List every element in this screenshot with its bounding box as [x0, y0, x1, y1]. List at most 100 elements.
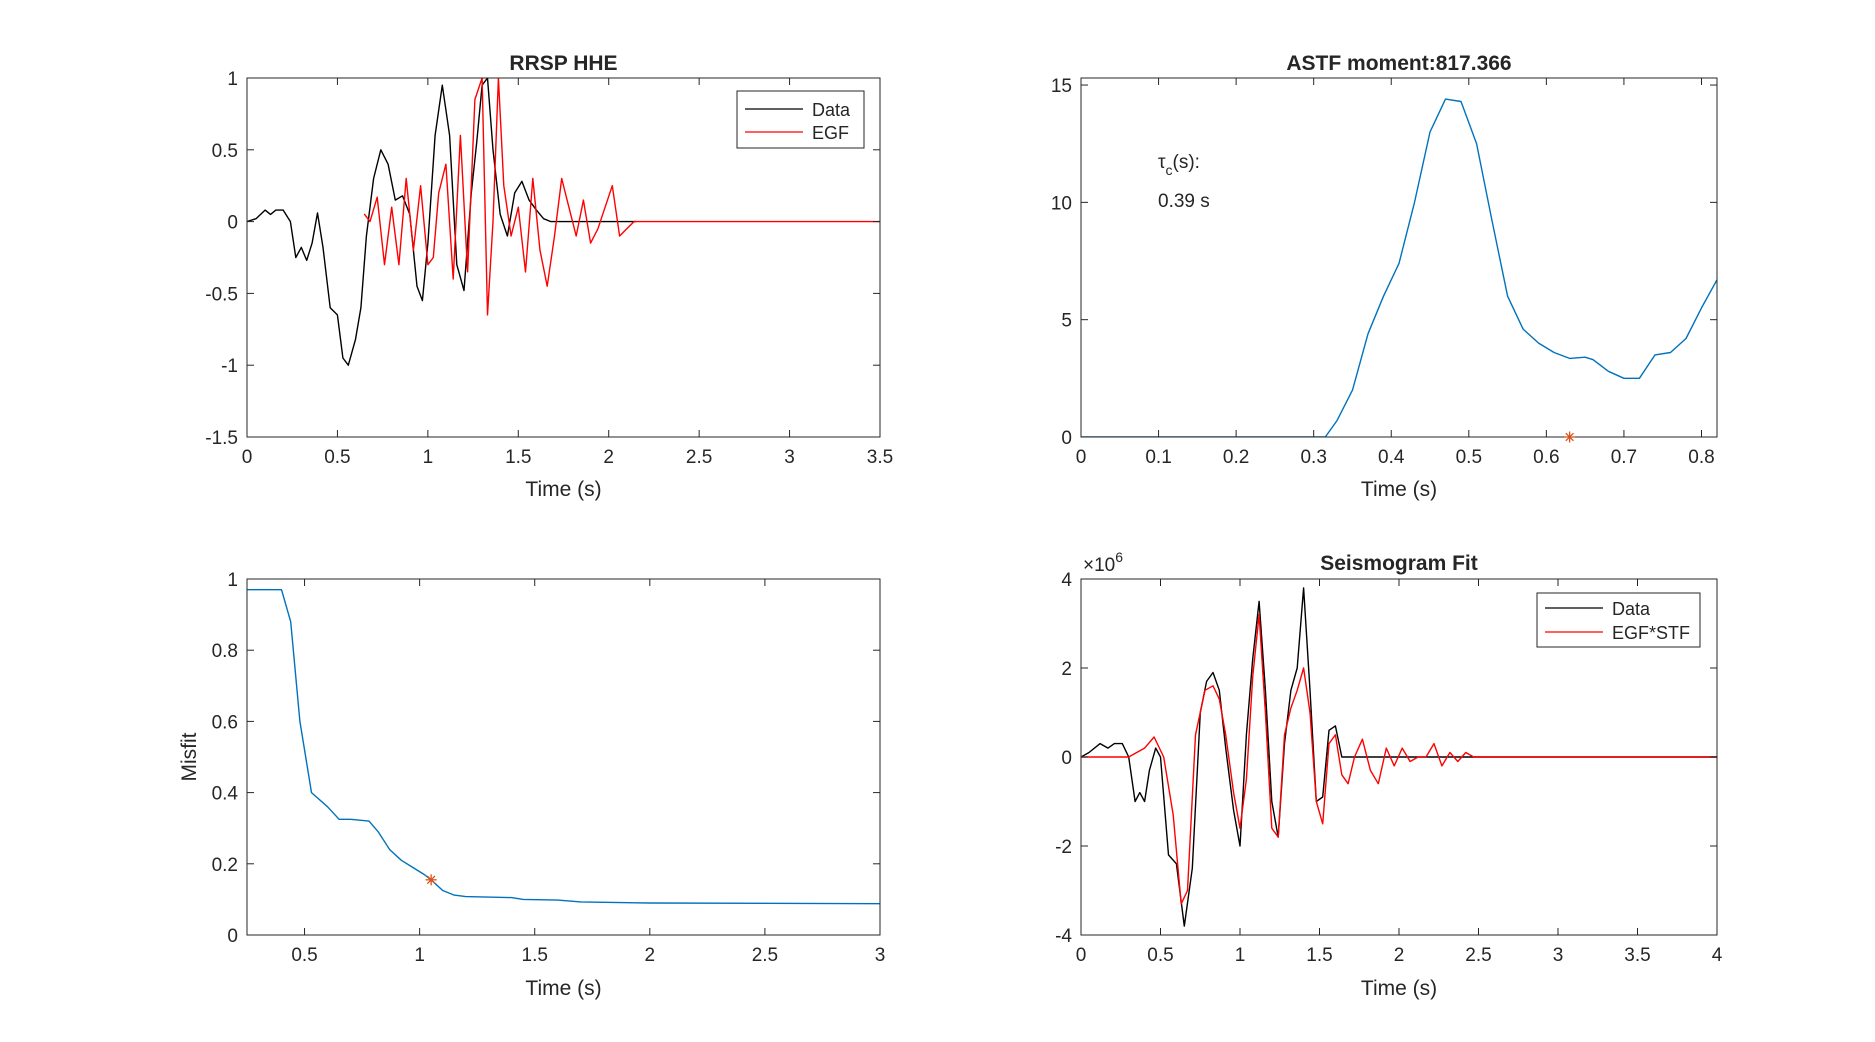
astf-xtick-label: 0.3	[1300, 447, 1326, 468]
rrsp-xtick-label: 0	[242, 447, 253, 468]
astf-xtick-label: 0.4	[1378, 447, 1405, 468]
rrsp-xtick-label: 1.5	[505, 447, 531, 468]
rrsp-series-egf-line	[363, 78, 880, 316]
rrsp-plot-lines	[247, 78, 880, 366]
rrsp-xtick-label: 3.5	[867, 447, 893, 468]
fit-plot-lines	[1081, 587, 1717, 927]
fit-xtick-label: 2.5	[1465, 945, 1491, 966]
fit-legend-data-label: Data	[1612, 599, 1651, 619]
misfit-ytick-label: 0.8	[212, 641, 238, 662]
astf-axes-box	[1080, 77, 1718, 438]
fit-xtick-label: 2	[1394, 945, 1405, 966]
tau-c-value: 0.39 s	[1158, 191, 1210, 212]
astf-ytick-label: 5	[1061, 311, 1072, 332]
rrsp-xtick-label: 0.5	[324, 447, 350, 468]
astf-xtick-label: 0.5	[1456, 447, 1482, 468]
fit-xtick-label: 1	[1235, 945, 1246, 966]
rrsp-legend-data-label: Data	[812, 100, 851, 120]
rrsp-ytick-label: -1.5	[205, 428, 238, 449]
rrsp-ytick-label: 0.5	[212, 141, 238, 162]
astf-title: ASTF moment:817.366	[1286, 52, 1511, 75]
exponent-power: 6	[1115, 549, 1123, 565]
misfit-series-0-line	[247, 589, 880, 905]
astf-ytick-label: 0	[1061, 428, 1072, 449]
exponent-base: ×10	[1083, 555, 1115, 576]
rrsp-ticks: 0 0.5 1 1.5 2 2.5 3 3.5 -1.5 -1 -0.5 0 0.5 1	[205, 69, 893, 468]
fit-legend: Data EGF*STF	[1536, 592, 1701, 648]
astf-xtick-label: 0.6	[1533, 447, 1559, 468]
tau-suffix: (s):	[1173, 152, 1200, 173]
misfit-xtick-label: 1.5	[522, 945, 548, 966]
astf-xtick-label: 0	[1076, 447, 1087, 468]
misfit-ytick-label: 1	[227, 570, 238, 591]
astf-star-marker	[1564, 431, 1576, 443]
misfit-xtick-label: 2.5	[752, 945, 778, 966]
misfit-plot-lines	[247, 589, 880, 905]
fit-ytick-label: 2	[1061, 659, 1072, 680]
astf-plot-lines	[1081, 98, 1717, 437]
misfit-ytick-label: 0	[227, 926, 238, 947]
misfit-ytick-label: 0.2	[212, 855, 238, 876]
rrsp-legend-egf-label: EGF	[812, 123, 849, 143]
fit-x-axis-label: Time (s)	[1361, 977, 1437, 1000]
astf-ytick-label: 10	[1051, 193, 1072, 214]
rrsp-legend-box	[736, 90, 865, 149]
astf-ytick-label: 15	[1051, 76, 1072, 97]
rrsp-xtick-label: 1	[423, 447, 434, 468]
fit-series-egf-stf-line	[1081, 613, 1717, 905]
subplot-misfit: 0.5 1 1.5 2 2.5 3 0 0.2 0.4 0.6 0.8 1 Time (s) Misf…	[178, 570, 885, 1000]
astf-xtick-label: 0.2	[1223, 447, 1249, 468]
rrsp-legend: Data EGF	[736, 90, 865, 149]
fit-xtick-label: 0.5	[1147, 945, 1173, 966]
misfit-ytick-label: 0.4	[212, 784, 239, 805]
fit-xtick-label: 1.5	[1306, 945, 1332, 966]
misfit-y-axis-label: Misfit	[178, 732, 201, 781]
fit-xtick-label: 3.5	[1624, 945, 1650, 966]
astf-ticks: 0 0.1 0.2 0.3 0.4 0.5 0.6 0.7 0.8 0 5 10 15	[1051, 76, 1717, 468]
astf-x-axis-label: Time (s)	[1361, 478, 1437, 501]
subplot-astf: 0 0.1 0.2 0.3 0.4 0.5 0.6 0.7 0.8 0 5 10 15 ASTF mom…	[1051, 52, 1718, 501]
fit-ticks: 0 0.5 1 1.5 2 2.5 3 3.5 4 -4 -2 0 2 4	[1055, 570, 1723, 966]
tau-symbol: τ	[1158, 152, 1166, 173]
astf-xtick-label: 0.1	[1145, 447, 1171, 468]
misfit-ytick-label: 0.6	[212, 712, 238, 733]
rrsp-title: RRSP HHE	[509, 52, 617, 75]
astf-series-0-line	[1081, 98, 1717, 437]
fit-ytick-label: -2	[1055, 837, 1072, 858]
rrsp-ytick-label: 1	[227, 69, 238, 90]
misfit-xtick-label: 3	[875, 945, 886, 966]
rrsp-ytick-label: -0.5	[205, 284, 238, 305]
fit-legend-box	[1536, 592, 1701, 648]
astf-xtick-label: 0.7	[1611, 447, 1637, 468]
misfit-xtick-label: 0.5	[291, 945, 317, 966]
rrsp-ytick-label: -1	[221, 356, 238, 377]
fit-xtick-label: 0	[1076, 945, 1087, 966]
misfit-axes-box	[246, 578, 881, 936]
subplot-rrsp-hhe: 0 0.5 1 1.5 2 2.5 3 3.5 -1.5 -1 -0.5 0 0.5 1 RRSP HHE…	[205, 52, 893, 501]
misfit-xtick-label: 2	[645, 945, 656, 966]
tau-c-annotation: τc(s):	[1158, 152, 1200, 178]
fit-ytick-label: -4	[1055, 926, 1072, 947]
rrsp-ytick-label: 0	[227, 213, 238, 234]
astf-xtick-label: 0.8	[1688, 447, 1714, 468]
fit-xtick-label: 4	[1712, 945, 1723, 966]
misfit-star-marker	[425, 874, 437, 886]
misfit-xtick-label: 1	[414, 945, 425, 966]
rrsp-x-axis-label: Time (s)	[525, 478, 601, 501]
fit-ytick-label: 4	[1061, 570, 1072, 591]
fit-ytick-label: 0	[1061, 748, 1072, 769]
fit-exponent-label: ×106	[1083, 549, 1123, 576]
rrsp-xtick-label: 3	[784, 447, 795, 468]
rrsp-axes-box	[246, 77, 881, 438]
misfit-x-axis-label: Time (s)	[525, 977, 601, 1000]
tau-subscript: c	[1166, 162, 1173, 178]
misfit-ticks: 0.5 1 1.5 2 2.5 3 0 0.2 0.4 0.6 0.8 1	[212, 570, 886, 966]
fit-series-data-line	[1081, 587, 1717, 927]
rrsp-xtick-label: 2.5	[686, 447, 712, 468]
rrsp-xtick-label: 2	[603, 447, 614, 468]
fit-xtick-label: 3	[1553, 945, 1564, 966]
fit-legend-egfstf-label: EGF*STF	[1612, 623, 1690, 643]
